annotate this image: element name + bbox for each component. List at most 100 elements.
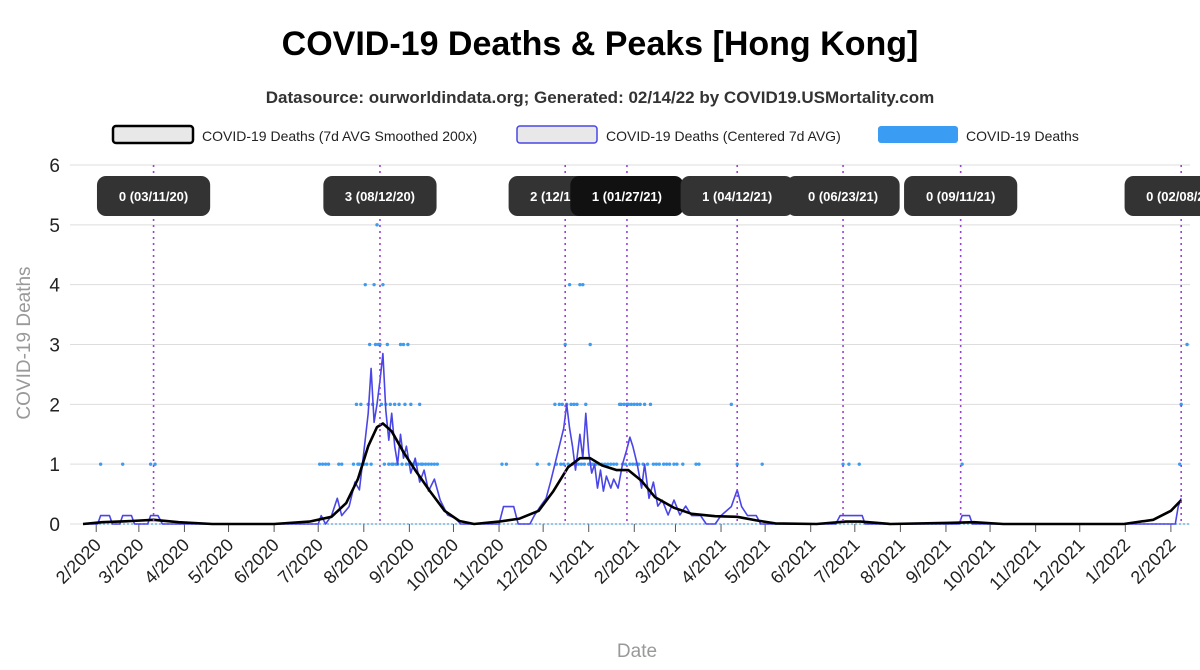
- x-tick-label: 8/2021: [856, 535, 909, 588]
- peak-label-text: 0 (06/23/21): [808, 189, 878, 204]
- data-point: [401, 342, 406, 347]
- series-centered-7d-line: [83, 352, 1182, 525]
- peak-label: 1 (01/27/21): [570, 176, 684, 216]
- peak-label-text: 3 (08/12/20): [345, 189, 415, 204]
- data-point: [560, 402, 564, 407]
- data-point: [575, 402, 579, 407]
- peak-label: 3 (08/12/20): [323, 176, 437, 216]
- data-point: [657, 462, 661, 466]
- data-point: [612, 462, 616, 466]
- data-point: [432, 462, 437, 466]
- data-point: [429, 462, 434, 466]
- data-point: [326, 462, 331, 466]
- data-point: [672, 462, 676, 466]
- data-point: [320, 462, 325, 466]
- data-point: [579, 462, 584, 466]
- data-point: [398, 342, 403, 347]
- y-tick-label: 2: [49, 395, 60, 416]
- legend-label: COVID-19 Deaths (7d AVG Smoothed 200x): [202, 128, 477, 144]
- data-point: [563, 342, 567, 347]
- x-tick-label: 3/2021: [631, 535, 684, 588]
- data-point: [363, 282, 367, 287]
- peak-label: 0 (09/11/21): [904, 176, 1018, 216]
- legend-item: COVID-19 Deaths: [878, 126, 1079, 144]
- data-point: [614, 462, 619, 466]
- data-point: [619, 402, 623, 407]
- data-point: [409, 402, 413, 407]
- y-tick-label: 1: [49, 455, 60, 476]
- data-point: [648, 402, 653, 407]
- data-point: [340, 462, 344, 466]
- x-tick-label: 5/2021: [721, 535, 774, 588]
- data-point: [1179, 402, 1183, 407]
- data-point: [642, 402, 647, 407]
- y-axis: 0 1 2 3 4 5 6: [49, 156, 60, 536]
- data-point: [635, 402, 639, 407]
- peak-label-box: [680, 176, 794, 216]
- data-point: [1185, 342, 1189, 347]
- data-point: [404, 462, 409, 466]
- y-tick-label: 5: [49, 216, 60, 237]
- data-point: [365, 462, 369, 466]
- legend-label: COVID-19 Deaths: [966, 128, 1079, 144]
- x-tick-label: 7/2020: [274, 535, 327, 588]
- data-point: [569, 402, 573, 407]
- data-point: [629, 402, 634, 407]
- data-point: [631, 462, 635, 466]
- data-point: [857, 462, 861, 466]
- legend-item: COVID-19 Deaths (7d AVG Smoothed 200x): [111, 124, 477, 145]
- data-point: [426, 462, 431, 466]
- data-point: [148, 462, 153, 466]
- x-tick-label: 4/2021: [677, 535, 730, 588]
- data-point: [387, 462, 391, 466]
- legend-label: COVID-19 Deaths (Centered 7d AVG): [606, 128, 841, 144]
- x-axis: 2/20203/20204/20205/20206/20207/20208/20…: [52, 524, 1180, 595]
- data-point: [651, 462, 656, 466]
- data-point: [417, 402, 422, 407]
- data-point: [388, 402, 392, 407]
- peak-label-box: [323, 176, 437, 216]
- data-point: [391, 462, 395, 466]
- data-point: [675, 462, 679, 466]
- peak-label-text: 0 (03/11/20): [119, 189, 188, 204]
- data-point: [697, 462, 701, 466]
- y-axis-label: COVID-19 Deaths: [14, 266, 35, 419]
- data-point: [667, 462, 672, 466]
- series-lines: [82, 352, 1183, 526]
- data-point: [584, 402, 588, 407]
- data-point: [606, 462, 610, 466]
- peak-label-text: 1 (04/12/21): [702, 189, 772, 204]
- data-point: [681, 462, 685, 466]
- data-point: [504, 462, 509, 466]
- peak-label-box: [1124, 176, 1200, 216]
- data-point: [735, 462, 739, 466]
- data-point: [588, 342, 592, 347]
- series-deaths-points: [83, 223, 1190, 525]
- data-point: [729, 402, 734, 407]
- x-tick-label: 2/2022: [1127, 535, 1180, 588]
- data-point: [403, 402, 407, 407]
- peak-label-box: [570, 176, 684, 216]
- data-point: [654, 462, 659, 466]
- data-point: [420, 462, 425, 466]
- y-tick-label: 6: [49, 156, 60, 177]
- data-point: [381, 282, 385, 287]
- data-point: [628, 462, 632, 466]
- x-tick-label: 6/2020: [230, 535, 283, 588]
- x-tick-label: 2/2021: [590, 535, 643, 588]
- peak-label-text: 0 (02/08/22): [1146, 189, 1200, 204]
- data-point: [423, 462, 428, 466]
- data-point: [547, 462, 551, 466]
- data-point: [559, 462, 563, 466]
- peak-label-box: [96, 176, 211, 216]
- y-tick-label: 0: [49, 515, 60, 536]
- x-tick-label: 4/2020: [140, 535, 193, 588]
- data-point: [841, 462, 845, 466]
- legend-swatch: [878, 126, 958, 143]
- data-point: [847, 462, 851, 466]
- chart-subtitle: Datasource: ourworldindata.org; Generate…: [266, 88, 935, 107]
- data-point: [120, 462, 125, 466]
- peak-label: 0 (06/23/21): [786, 176, 900, 216]
- data-point: [572, 402, 576, 407]
